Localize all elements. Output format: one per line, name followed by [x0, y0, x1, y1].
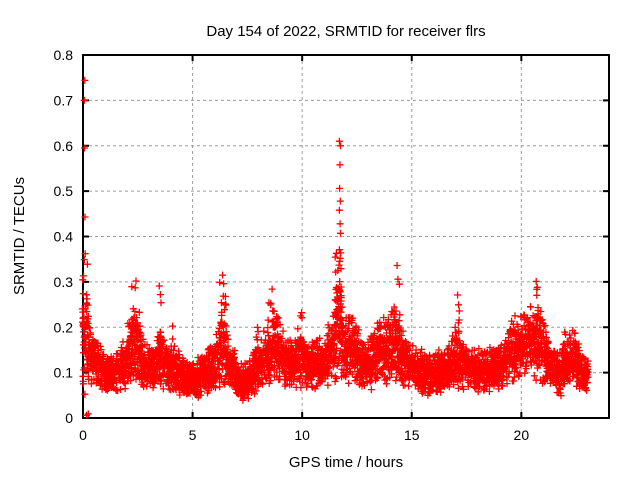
y-tick-label: 0.7: [54, 92, 74, 108]
y-tick-label: 0.5: [54, 183, 74, 199]
y-tick-label: 0.3: [54, 274, 74, 290]
x-tick-label: 10: [294, 427, 310, 443]
data-layer: [78, 76, 592, 419]
y-axis-label: SRMTID / TECUs: [11, 177, 28, 295]
y-tick-label: 0.4: [54, 229, 74, 245]
y-tick-label: 0.1: [54, 365, 74, 381]
x-tick-label: 15: [404, 427, 420, 443]
x-tick-label: 5: [189, 427, 197, 443]
y-tick-label: 0.8: [54, 47, 74, 63]
tick-label-layer: 0 5 10 15 20 0 0.1 0.2 0.3 0.4 0.5 0.6 0.7 0.8: [54, 47, 530, 443]
y-tick-label: 0.2: [54, 319, 74, 335]
chart-title: Day 154 of 2022, SRMTID for receiver flr…: [206, 23, 485, 40]
scatter-points: [78, 76, 592, 419]
y-tick-label: 0: [65, 410, 73, 426]
x-axis-label: GPS time / hours: [289, 454, 403, 471]
x-tick-label: 0: [79, 427, 87, 443]
plot-frame: [82, 54, 610, 419]
x-tick-label: 20: [514, 427, 530, 443]
y-tick-label: 0.6: [54, 138, 74, 154]
